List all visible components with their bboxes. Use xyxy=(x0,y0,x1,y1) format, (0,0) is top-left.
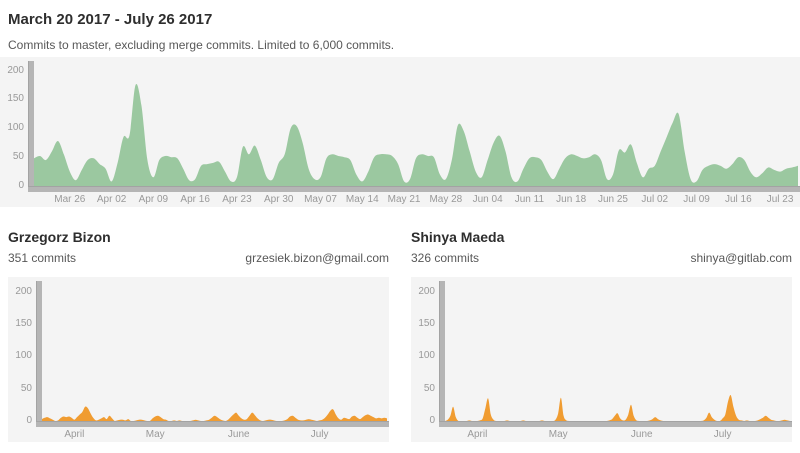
shinya-maeda-commits-area xyxy=(445,394,790,421)
y-tick-label: 0 xyxy=(429,415,435,426)
x-tick-label: July xyxy=(310,429,329,440)
x-tick-label: May 07 xyxy=(304,194,337,205)
y-tick-label: 0 xyxy=(18,180,24,191)
grzegorz-bizon-commits-area xyxy=(42,406,387,421)
y-tick-label: 150 xyxy=(418,318,435,330)
x-tick-label: April xyxy=(467,429,488,440)
commits-description: Commits to master, excluding merge commi… xyxy=(8,38,395,52)
y-tick-label: 50 xyxy=(20,382,32,394)
master-commits-area xyxy=(34,83,798,186)
commits-area-path xyxy=(34,83,798,186)
y-axis-bar xyxy=(439,281,445,427)
commits-area-path xyxy=(445,394,790,421)
x-tick-label: Jul 09 xyxy=(683,194,710,205)
x-tick-label: Jul 16 xyxy=(724,194,752,205)
y-tick-label: 200 xyxy=(7,64,24,76)
y-tick-label: 50 xyxy=(12,151,24,163)
x-axis-bar xyxy=(36,421,389,427)
x-tick-label: May xyxy=(548,429,568,440)
y-tick-label: 0 xyxy=(26,415,32,426)
x-tick-label: Apr 30 xyxy=(263,194,294,205)
x-tick-label: May xyxy=(145,429,165,440)
contributor-card-shinya-maeda: Shinya Maeda 326 commits shinya@gitlab.c… xyxy=(411,229,792,442)
contributor-chart-shinya-maeda: 0 50 100 150 200 April May June July xyxy=(411,277,792,442)
y-tick-label: 100 xyxy=(7,122,24,134)
y-tick-label: 150 xyxy=(7,93,24,105)
contributors-page: March 20 2017 - July 26 2017 Commits to … xyxy=(0,10,800,453)
x-tick-label: May 14 xyxy=(345,194,379,205)
x-tick-label: May 21 xyxy=(387,194,421,205)
contributor-commit-count: 351 commits xyxy=(8,251,77,265)
x-tick-label: April xyxy=(64,429,85,440)
y-tick-label: 200 xyxy=(15,285,32,297)
date-range-title: March 20 2017 - July 26 2017 xyxy=(8,11,213,28)
y-tick-label: 200 xyxy=(418,285,435,297)
x-tick-label: Apr 23 xyxy=(222,194,252,205)
contributor-commit-count: 326 commits xyxy=(411,251,480,265)
x-tick-label: Apr 09 xyxy=(138,194,169,205)
y-tick-label: 100 xyxy=(418,350,435,362)
x-tick-label: June xyxy=(227,429,250,440)
master-commits-chart[interactable]: 0 50 100 150 200 Mar 26 Apr 02 Apr 09 Apr 16 Apr … xyxy=(0,57,800,207)
y-tick-label: 150 xyxy=(15,318,32,330)
x-axis-bar xyxy=(28,186,800,192)
contributor-name: Grzegorz Bizon xyxy=(8,229,111,245)
x-tick-label: Jun 25 xyxy=(597,194,628,205)
x-tick-label: June xyxy=(630,429,653,440)
x-tick-label: Jun 11 xyxy=(514,194,545,205)
contributor-name: Shinya Maeda xyxy=(411,229,505,245)
contributor-card-grzegorz-bizon: Grzegorz Bizon 351 commits grzesiek.bizo… xyxy=(8,229,389,442)
x-tick-label: Apr 16 xyxy=(180,194,210,205)
y-tick-label: 50 xyxy=(423,382,435,394)
x-tick-label: Jun 18 xyxy=(556,194,587,205)
y-axis-bar xyxy=(36,281,42,427)
contributor-cards: Grzegorz Bizon 351 commits grzesiek.bizo… xyxy=(0,229,800,442)
x-tick-label: Jul 02 xyxy=(641,194,669,205)
x-tick-label: Jun 04 xyxy=(472,194,503,205)
commits-area-path xyxy=(42,406,387,421)
y-axis-bar xyxy=(28,61,34,192)
contributor-chart-grzegorz-bizon: 0 50 100 150 200 April May June July xyxy=(8,277,389,442)
x-tick-label: July xyxy=(713,429,732,440)
y-tick-label: 100 xyxy=(15,350,32,362)
x-tick-label: May 28 xyxy=(429,194,463,205)
x-tick-label: Apr 02 xyxy=(96,194,127,205)
contributor-email: grzesiek.bizon@gmail.com xyxy=(245,251,389,265)
x-tick-label: Jul 23 xyxy=(766,194,794,205)
x-axis-bar xyxy=(439,421,792,427)
x-tick-label: Mar 26 xyxy=(54,194,86,205)
contributor-email: shinya@gitlab.com xyxy=(690,251,792,265)
